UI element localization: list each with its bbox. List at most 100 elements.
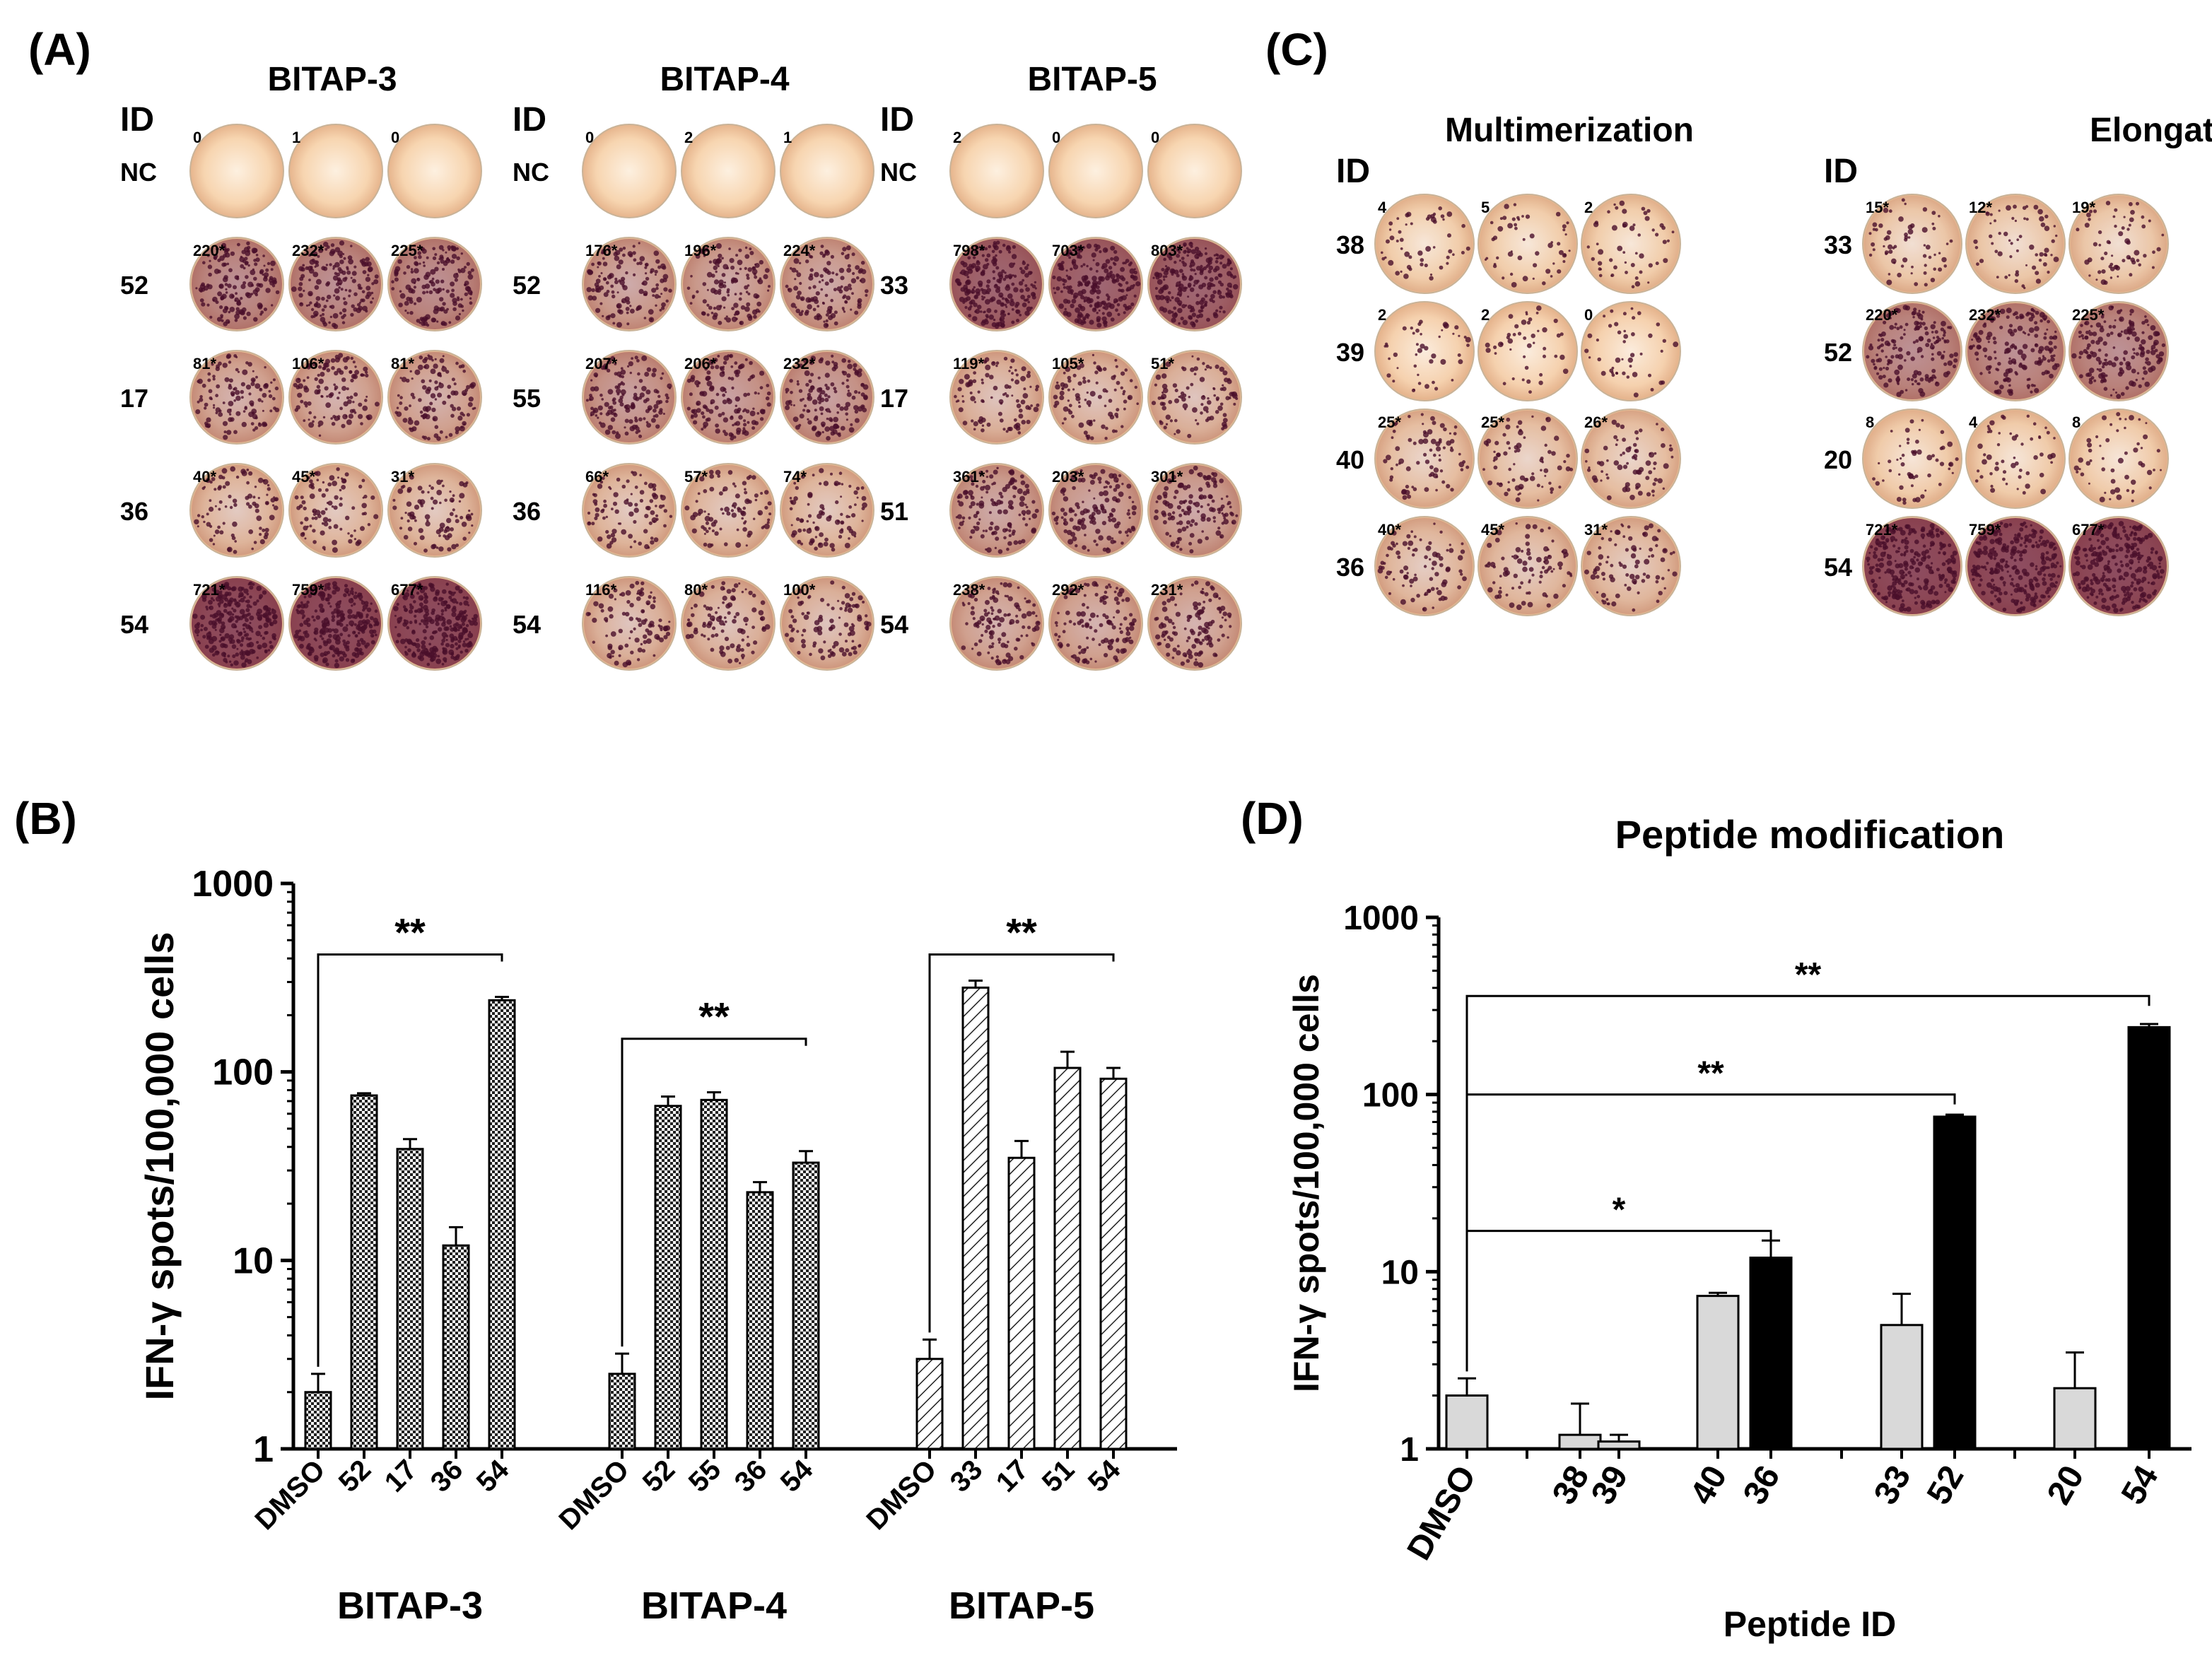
spot bbox=[370, 633, 375, 638]
spot bbox=[450, 652, 455, 656]
spot bbox=[1128, 517, 1131, 519]
spot bbox=[221, 621, 226, 625]
spot bbox=[228, 637, 233, 642]
spot bbox=[838, 432, 841, 435]
well-count: 1 bbox=[783, 129, 792, 146]
row-id-label: 51 bbox=[880, 497, 908, 526]
spot bbox=[1070, 303, 1075, 308]
spot bbox=[655, 514, 659, 517]
spot bbox=[423, 548, 428, 553]
spot bbox=[820, 655, 826, 661]
spot bbox=[245, 633, 250, 637]
spot bbox=[807, 252, 811, 257]
spot bbox=[801, 634, 804, 637]
spot bbox=[1096, 289, 1101, 295]
spot bbox=[332, 313, 339, 319]
spot bbox=[449, 490, 452, 493]
spot bbox=[1186, 520, 1191, 525]
spot bbox=[209, 506, 214, 512]
spot bbox=[1206, 478, 1209, 481]
spot bbox=[264, 630, 268, 635]
spot bbox=[742, 481, 747, 486]
spot bbox=[312, 586, 318, 592]
spot bbox=[229, 307, 235, 312]
spot bbox=[819, 504, 824, 509]
spot bbox=[742, 506, 747, 510]
spot bbox=[435, 591, 440, 597]
spot bbox=[331, 421, 336, 426]
well-count: 81* bbox=[193, 355, 216, 372]
spot bbox=[795, 270, 799, 273]
spot bbox=[709, 469, 714, 475]
spot bbox=[457, 303, 463, 308]
spot bbox=[1010, 378, 1014, 382]
spot bbox=[1109, 303, 1115, 310]
spot bbox=[964, 374, 970, 380]
spot bbox=[615, 433, 621, 439]
spot bbox=[231, 644, 237, 650]
spot bbox=[364, 370, 368, 374]
spot bbox=[1123, 399, 1128, 404]
spot bbox=[440, 600, 447, 606]
spot bbox=[846, 392, 852, 397]
spot bbox=[351, 373, 356, 380]
spot bbox=[598, 275, 601, 278]
elispot-well: 677* bbox=[387, 576, 482, 671]
spot bbox=[395, 640, 399, 644]
spot bbox=[399, 293, 406, 299]
spot bbox=[736, 409, 741, 413]
spot bbox=[302, 264, 305, 267]
spot bbox=[246, 604, 251, 609]
spot bbox=[361, 261, 365, 265]
spot bbox=[720, 629, 725, 633]
spot bbox=[262, 590, 267, 595]
spot bbox=[739, 662, 742, 664]
spot bbox=[824, 250, 830, 256]
spot bbox=[651, 288, 657, 293]
spot bbox=[650, 604, 656, 610]
spot bbox=[445, 601, 448, 604]
spot bbox=[968, 290, 971, 293]
spot bbox=[331, 618, 335, 623]
spot bbox=[271, 304, 274, 307]
spot bbox=[257, 616, 262, 621]
spot bbox=[452, 301, 457, 306]
spot bbox=[648, 407, 651, 411]
spot bbox=[370, 495, 375, 500]
spot bbox=[838, 633, 842, 636]
spot bbox=[227, 547, 231, 552]
spot bbox=[971, 606, 975, 610]
spot bbox=[611, 412, 614, 416]
spot bbox=[242, 628, 245, 630]
spot bbox=[722, 417, 729, 423]
well-count: 119* bbox=[953, 355, 984, 372]
spot bbox=[259, 527, 262, 530]
spot bbox=[710, 401, 713, 405]
spot bbox=[1212, 300, 1215, 303]
spot bbox=[333, 524, 339, 529]
spot bbox=[1222, 413, 1227, 418]
spot bbox=[994, 310, 997, 313]
spot bbox=[821, 278, 824, 282]
spot bbox=[602, 262, 608, 266]
spot bbox=[840, 495, 843, 498]
spot bbox=[1178, 513, 1183, 517]
spot bbox=[230, 251, 235, 257]
spot bbox=[1070, 267, 1073, 271]
spot bbox=[1093, 361, 1096, 365]
spot bbox=[644, 293, 648, 296]
spot bbox=[1067, 539, 1074, 545]
spot bbox=[629, 371, 632, 375]
spot bbox=[460, 425, 464, 429]
spot bbox=[447, 384, 452, 389]
spot bbox=[261, 400, 264, 403]
spot bbox=[650, 318, 653, 321]
spot bbox=[463, 423, 466, 425]
spot bbox=[320, 394, 323, 398]
spot bbox=[353, 538, 356, 541]
spot bbox=[1068, 276, 1072, 280]
spot bbox=[721, 581, 726, 585]
spot bbox=[862, 502, 867, 508]
spot bbox=[997, 509, 1002, 515]
spot bbox=[321, 637, 324, 640]
